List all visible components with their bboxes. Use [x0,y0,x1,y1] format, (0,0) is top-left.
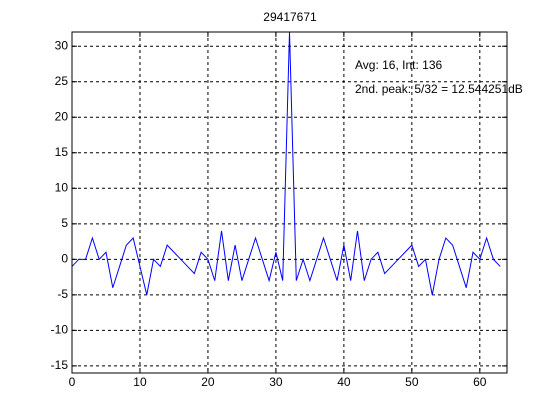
y-tick-label: -10 [51,323,69,337]
x-tick-label: 10 [133,375,147,389]
y-tick-label: -15 [51,358,69,372]
x-tick-label: 60 [473,375,487,389]
x-tick-label: 30 [269,375,283,389]
annotation: 2nd. peak: 5/32 = 12.544251dB [355,82,523,96]
x-tick-label: 50 [405,375,419,389]
y-tick-label: -5 [57,287,68,301]
y-tick-label: 25 [55,74,69,88]
y-tick-label: 30 [55,38,69,52]
x-tick-label: 40 [337,375,351,389]
y-tick-label: 15 [55,145,69,159]
axes-box [71,31,508,374]
x-tick-label: 0 [69,375,76,389]
x-tick-label: 20 [201,375,215,389]
y-tick-label: 10 [55,180,69,194]
y-tick-label: 20 [55,109,69,123]
annotation: Avg: 16, Int: 136 [355,58,443,72]
line [71,31,501,295]
chart-title: 29417671 [263,10,317,24]
y-tick-label: 5 [61,216,68,230]
y-tick-label: 0 [61,252,68,266]
